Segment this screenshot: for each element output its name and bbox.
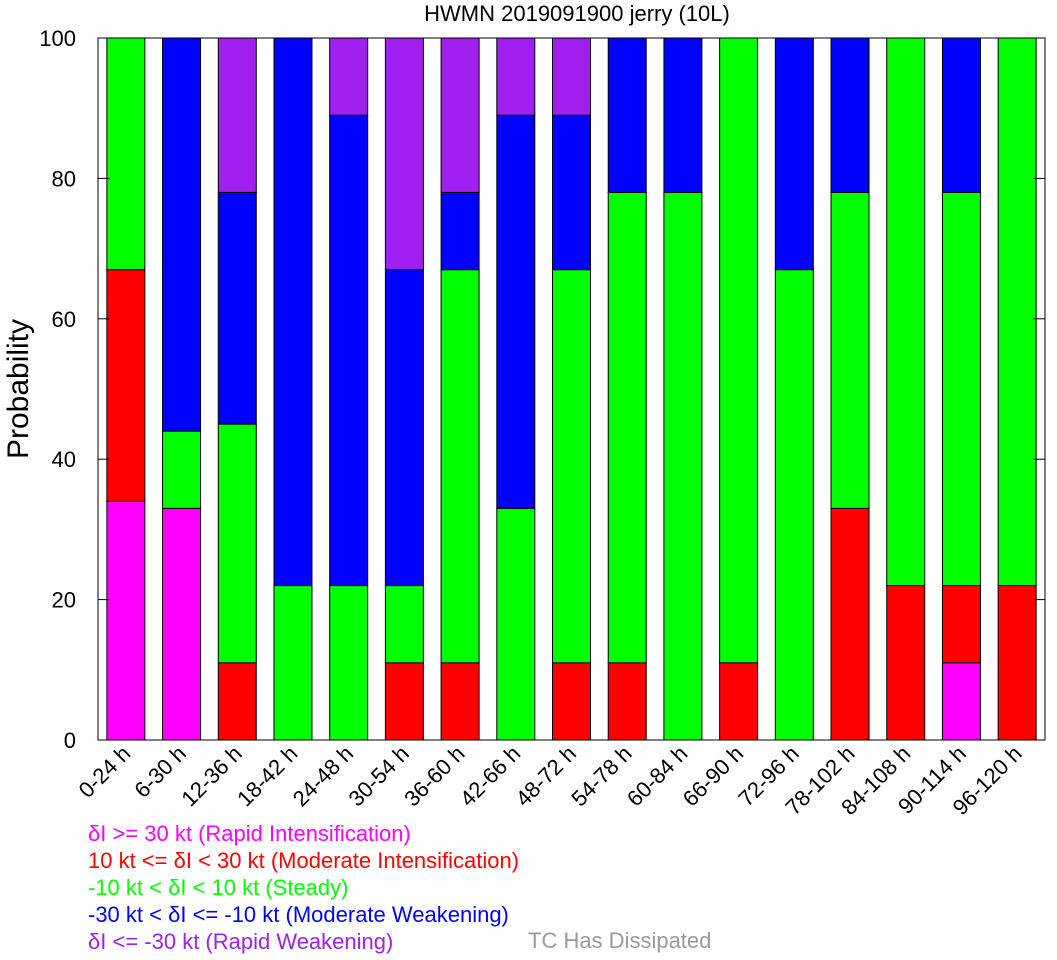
bar-segment <box>941 37 981 193</box>
bar-segment <box>552 269 591 664</box>
bar-segment <box>607 191 647 664</box>
bar-segment <box>440 269 480 664</box>
x-tick-label: 12-36 h <box>176 741 246 811</box>
bar-segment <box>384 662 424 741</box>
bar-segment <box>162 37 202 432</box>
y-tick-label: 80 <box>52 166 76 191</box>
bar-segment <box>440 662 480 741</box>
plot-frame <box>97 37 1046 741</box>
chart-title: HWMN 2019091900 jerry (10L) <box>424 1 730 26</box>
legend-entry: δI >= 30 kt (Rapid Intensification) <box>88 821 411 846</box>
bar-segment <box>440 191 480 271</box>
bar-segment <box>217 191 257 425</box>
y-tick-label: 60 <box>52 307 76 332</box>
bar-segment <box>384 37 424 271</box>
y-tick-label: 100 <box>39 26 76 51</box>
bar-segment <box>384 269 424 587</box>
x-tick-label: 0-24 h <box>74 741 136 803</box>
bar-segment <box>774 269 814 741</box>
bar-segment <box>496 507 536 741</box>
legend-entry: -30 kt < δI <= -10 kt (Moderate Weakenin… <box>88 902 509 927</box>
bar-segment <box>941 662 981 741</box>
legend-dissipated: TC Has Dissipated <box>528 928 712 953</box>
bar-segment <box>663 37 703 193</box>
bar-segment <box>106 37 146 271</box>
x-tick-label: 30-54 h <box>343 741 413 811</box>
bar-segment <box>607 662 647 741</box>
bar-segment <box>162 430 202 509</box>
bar-segment <box>106 269 146 502</box>
legend-entry: δI <= -30 kt (Rapid Weakening) <box>88 929 394 954</box>
bar-segment <box>217 423 257 664</box>
bars-group: 0-24 h6-30 h12-36 h18-42 h24-48 h30-54 h… <box>74 37 1037 820</box>
x-tick-label: 60-84 h <box>622 741 692 811</box>
bar-segment <box>830 37 870 193</box>
bar-segment <box>663 191 703 741</box>
bar-segment <box>384 585 424 664</box>
bar-segment <box>886 585 926 741</box>
bar-segment <box>997 37 1037 587</box>
bar-segment <box>830 191 870 509</box>
bar-segment <box>552 662 591 741</box>
bar-segment <box>329 37 369 116</box>
bar-segment <box>217 37 257 193</box>
axes-group: 0 20 40 60 80 100 <box>39 26 1046 753</box>
x-tick-label: 48-72 h <box>511 741 581 811</box>
bar-segment <box>719 662 759 741</box>
bar-segment <box>997 585 1037 741</box>
bar-segment <box>719 37 759 664</box>
bar-segment <box>552 114 591 271</box>
bar-segment <box>830 507 870 741</box>
x-tick-label: 66-90 h <box>678 741 748 811</box>
bar-segment <box>774 37 814 271</box>
bar-segment <box>273 37 313 587</box>
bar-segment <box>106 500 146 741</box>
bar-segment <box>217 662 257 741</box>
x-tick-label: 42-66 h <box>455 741 525 811</box>
bar-segment <box>941 585 981 664</box>
bar-segment <box>941 191 981 587</box>
legend-entry: -10 kt < δI < 10 kt (Steady) <box>88 875 349 900</box>
bar-segment <box>496 37 536 116</box>
y-tick-label: 0 <box>64 728 76 753</box>
legend-entry: 10 kt <= δI < 30 kt (Moderate Intensific… <box>88 848 520 873</box>
bar-segment <box>273 585 313 741</box>
bar-segment <box>329 585 369 741</box>
bar-segment <box>886 37 926 587</box>
y-axis-label: Probability <box>2 319 35 459</box>
legend: δI >= 30 kt (Rapid Intensification) 10 kt… <box>88 820 519 955</box>
bar-segment <box>552 37 591 116</box>
y-tick-label: 40 <box>52 447 76 472</box>
y-tick-label: 20 <box>52 588 76 613</box>
bar-segment <box>496 114 536 509</box>
bar-segment <box>162 507 202 741</box>
x-tick-label: 36-60 h <box>399 741 469 811</box>
bar-segment <box>607 37 647 193</box>
x-tick-label: 18-42 h <box>232 741 302 811</box>
x-tick-label: 24-48 h <box>288 741 358 811</box>
x-tick-label: 54-78 h <box>566 741 636 811</box>
bar-segment <box>440 37 480 193</box>
bar-segment <box>329 114 369 587</box>
